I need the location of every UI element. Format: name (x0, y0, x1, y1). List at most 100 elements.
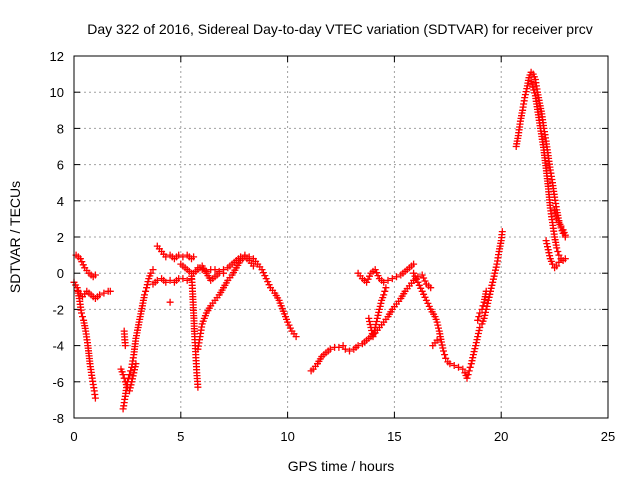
data-point (544, 243, 551, 251)
data-point (487, 284, 495, 292)
data-point (489, 275, 497, 283)
data-point (144, 278, 152, 286)
data-point (414, 278, 422, 286)
data-point (215, 267, 223, 275)
data-point (474, 316, 482, 324)
data-point (120, 374, 128, 382)
data-point (418, 287, 426, 295)
data-point (153, 276, 161, 284)
data-point (91, 271, 99, 279)
plot-frame (73, 55, 609, 419)
y-tick-label: 4 (57, 194, 64, 209)
data-point (265, 281, 273, 289)
data-point (411, 272, 419, 280)
data-point (467, 360, 475, 368)
data-point (371, 324, 379, 331)
data-point (369, 333, 377, 341)
chart-title: Day 322 of 2016, Sidereal Day-to-day VTE… (87, 21, 593, 37)
data-point (435, 324, 442, 332)
data-point (470, 348, 478, 356)
data-point (335, 343, 343, 351)
data-point (78, 258, 86, 266)
data-point (375, 305, 383, 313)
data-point (459, 365, 467, 373)
data-point (79, 261, 87, 269)
data-point (427, 284, 435, 292)
data-point (377, 299, 385, 307)
data-point (382, 284, 390, 292)
data-point (381, 287, 389, 295)
data-point (434, 321, 442, 329)
data-point (476, 309, 484, 317)
data-point (561, 231, 569, 239)
data-point (543, 240, 551, 248)
data-point (479, 302, 487, 310)
data-point (132, 360, 140, 368)
data-point (484, 296, 492, 304)
data-point (492, 266, 499, 274)
data-point (498, 228, 506, 236)
data-point (126, 387, 133, 395)
axis-ticks: 0 5 10 15 20 25 -8 -6 -4 -2 0 2 4 6 8 10 12 (50, 49, 616, 444)
data-point (393, 273, 400, 281)
data-point (341, 345, 349, 353)
data-point (553, 262, 561, 270)
data-point (466, 363, 474, 371)
data-point (440, 347, 447, 355)
data-point (410, 269, 418, 277)
data-point (421, 277, 429, 285)
data-point (471, 345, 479, 353)
data-point (261, 272, 269, 280)
data-point (373, 269, 381, 277)
data-point (237, 253, 245, 261)
data-point (106, 287, 114, 295)
data-point (220, 266, 227, 274)
data-point (284, 318, 292, 326)
data-point (433, 318, 441, 326)
data-point (211, 266, 219, 274)
data-point (245, 253, 253, 261)
data-point (491, 269, 499, 277)
data-point (492, 263, 500, 271)
data-point (162, 278, 170, 286)
data-point (264, 278, 272, 286)
data-point (474, 333, 482, 341)
data-point (481, 311, 489, 319)
data-point (478, 305, 486, 313)
data-point (375, 308, 383, 316)
data-point (91, 394, 99, 402)
data-point (380, 291, 388, 299)
data-point (198, 266, 206, 274)
x-tick-label: 20 (494, 429, 508, 444)
data-point (128, 378, 136, 386)
data-point (388, 275, 396, 283)
data-point (128, 375, 136, 383)
data-point (545, 249, 553, 257)
data-point (364, 275, 372, 283)
data-point (373, 318, 381, 325)
data-point (179, 275, 187, 283)
data-point (78, 309, 85, 317)
data-point (162, 253, 170, 261)
data-point (366, 318, 373, 325)
data-point (421, 293, 429, 301)
data-point (438, 341, 446, 349)
x-tick-label: 10 (280, 429, 294, 444)
data-point (147, 269, 155, 277)
data-point (422, 296, 430, 304)
y-tick-label: 2 (57, 230, 64, 245)
data-point (473, 336, 481, 344)
data-point (446, 360, 454, 368)
data-point (142, 287, 150, 295)
data-point (549, 260, 556, 268)
data-point (190, 253, 198, 261)
data-point (521, 94, 529, 102)
data-point (554, 248, 562, 255)
data-point (552, 212, 560, 220)
data-point (100, 289, 108, 297)
data-point (126, 384, 134, 392)
data-point (286, 324, 294, 332)
data-point (96, 291, 104, 299)
data-point (374, 311, 382, 319)
data-point (339, 342, 347, 350)
